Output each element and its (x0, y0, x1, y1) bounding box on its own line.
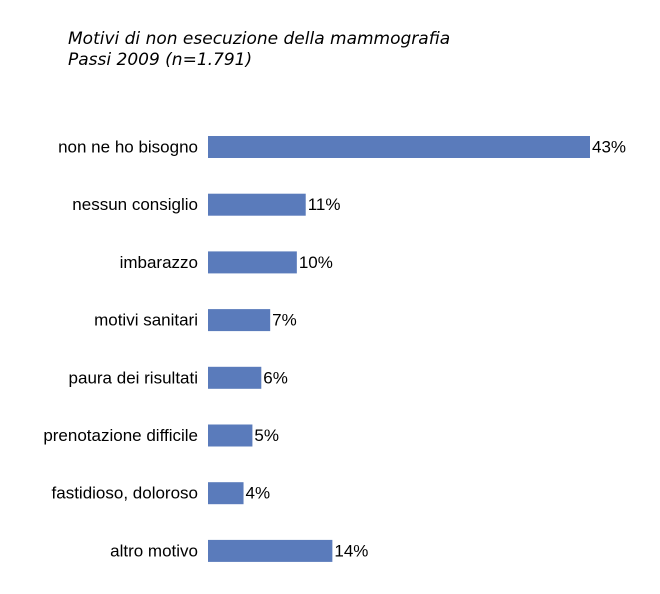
value-label: 7% (272, 311, 297, 330)
bar (208, 251, 297, 274)
bars (208, 136, 590, 562)
category-labels: non ne ho bisogno nessun consiglio imbaraz… (43, 138, 198, 561)
value-label: 6% (263, 368, 288, 387)
value-label: 4% (246, 484, 271, 503)
category-label: nessun consiglio (72, 195, 198, 214)
bar (208, 366, 262, 389)
category-label: altro motivo (110, 541, 198, 560)
chart-title: Motivi di non esecuzione della mammograf… (68, 29, 451, 49)
category-label: imbarazzo (120, 253, 198, 272)
value-label: 10% (299, 253, 333, 272)
bar (208, 482, 244, 505)
value-label: 14% (334, 541, 368, 560)
value-label: 43% (592, 138, 626, 157)
value-label: 11% (308, 195, 341, 214)
category-label: paura dei risultati (69, 368, 198, 387)
category-label: motivi sanitari (94, 311, 198, 330)
category-label: prenotazione difficile (43, 426, 198, 445)
bar (208, 136, 590, 158)
category-label: fastidioso, doloroso (52, 484, 198, 503)
bar (208, 193, 306, 216)
value-labels: 43% 11% 10% 7% 6% 5% 4% 14% (246, 138, 626, 561)
category-label: non ne ho bisogno (58, 138, 198, 157)
bar (208, 539, 333, 562)
bar (208, 424, 253, 447)
chart-title-block: Motivi di non esecuzione della mammograf… (68, 29, 450, 71)
bar (208, 309, 271, 332)
value-label: 5% (254, 426, 279, 445)
chart-subtitle: Passi 2009 (n=1.791) (68, 50, 253, 70)
